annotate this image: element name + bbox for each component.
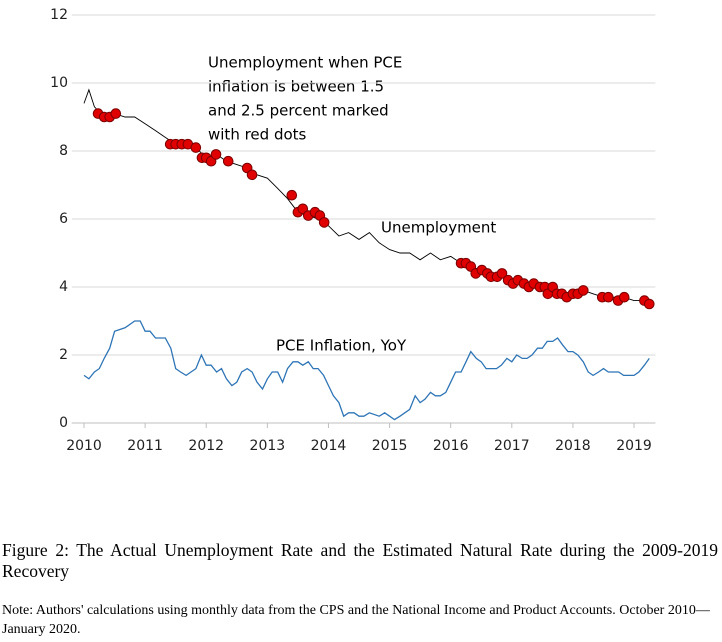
annotation: inflation is between 1.5 [208, 78, 384, 96]
annotation: with red dots [208, 126, 307, 144]
x-tick-label: 2010 [66, 438, 102, 454]
series-line [83, 88, 650, 305]
x-tick-label: 2019 [616, 438, 652, 454]
dot [577, 285, 589, 296]
chart: Unemployment when PCE inflation is betwe… [50, 7, 656, 454]
dot [190, 142, 202, 153]
x-tick-label: 2014 [311, 438, 347, 454]
dot [318, 217, 330, 228]
y-tick-label: 12 [50, 7, 68, 23]
y-tick-label: 4 [59, 279, 68, 295]
y-tick-label: 8 [59, 143, 68, 159]
dot [246, 169, 258, 181]
dot [603, 291, 614, 303]
x-tick-label: 2015 [372, 438, 408, 454]
x-tick-label: 2011 [127, 438, 163, 454]
dot [297, 203, 309, 215]
y-tick-label: 6 [59, 211, 68, 227]
y-tick-label: 0 [59, 415, 68, 431]
series-line [83, 320, 650, 421]
x-tick-label: 2017 [494, 438, 530, 454]
caption: Figure 2: The Actual Unemployment Rate a… [2, 540, 718, 581]
dot [618, 291, 630, 303]
annotation: and 2.5 percent marked [208, 102, 389, 120]
dot [222, 155, 234, 167]
y-tick-label: 10 [50, 75, 68, 91]
dot [286, 189, 298, 201]
x-tick-label: 2018 [555, 438, 591, 454]
dot [110, 108, 122, 119]
dot [496, 268, 508, 279]
annotation: Unemployment when PCE [208, 54, 402, 72]
note: Note: Authors' calculations using monthl… [2, 603, 710, 637]
x-tick-label: 2012 [188, 438, 224, 454]
dot [210, 149, 222, 160]
series-label: Unemployment [381, 219, 496, 237]
x-tick-label: 2013 [250, 438, 286, 454]
series-label: PCE Inflation, YoY [276, 337, 407, 355]
dot [643, 298, 655, 310]
x-tick-label: 2016 [433, 438, 469, 454]
y-tick-label: 2 [59, 347, 68, 363]
